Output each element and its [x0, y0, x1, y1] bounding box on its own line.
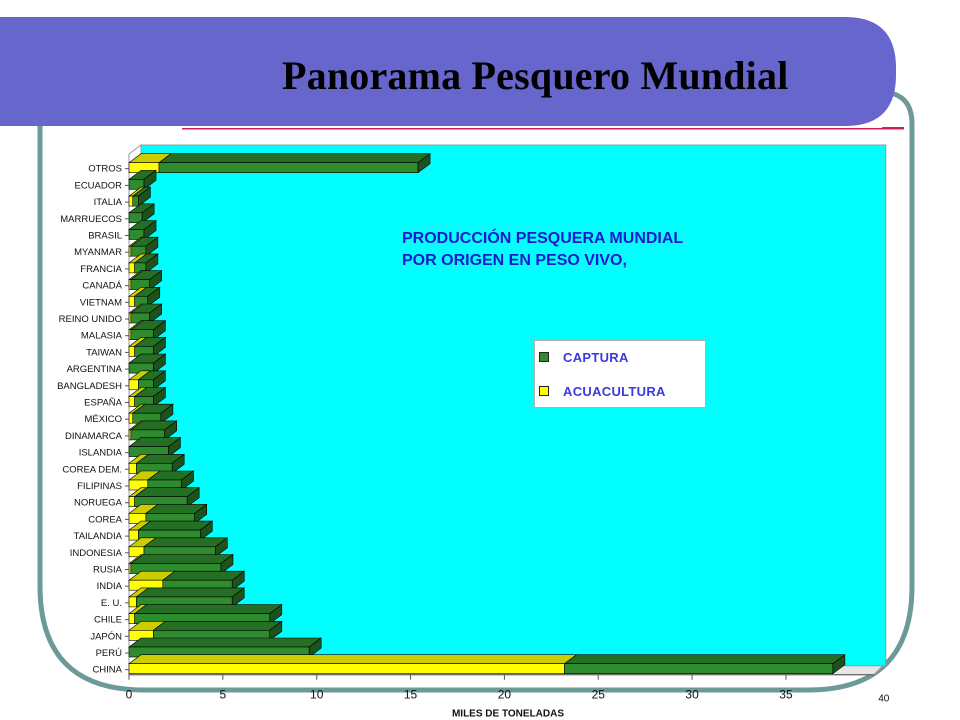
category-label: CHILE: [94, 615, 122, 626]
category-label: TAIWAN: [86, 347, 122, 358]
legend-swatch-captura: [539, 352, 549, 362]
bar-malasia-captura: [129, 320, 167, 341]
category-label: JAPÓN: [90, 631, 122, 642]
bar-tailandia-captura: [137, 520, 214, 541]
bar-ecuador-captura: [128, 169, 157, 190]
category-label: COREA DEM.: [62, 464, 122, 475]
category-label: CHINA: [92, 665, 122, 676]
category-label: INDIA: [97, 581, 123, 592]
bar-jap-n-captura: [152, 620, 283, 641]
category-label: RUSIA: [93, 565, 123, 576]
x-tick-label: 30: [685, 688, 699, 702]
category-label: BANGLADESH: [57, 381, 122, 392]
category-label: OTROS: [88, 164, 122, 175]
page-title: Panorama Pesquero Mundial: [282, 53, 789, 98]
bar-otros-captura: [158, 153, 431, 174]
category-label: ARGENTINA: [67, 364, 123, 375]
bar-china-acuacultura: [128, 654, 578, 675]
bar-brasil-captura: [128, 219, 157, 241]
x-tick-label: 10: [310, 688, 324, 702]
plot-back-wall: [140, 144, 887, 667]
bar-m-xico-captura: [131, 403, 174, 424]
bar-filipinas-captura: [146, 470, 195, 491]
category-label: PERÚ: [96, 648, 123, 659]
category-label: ITALIA: [94, 197, 123, 208]
bar-canad-captura: [129, 270, 163, 291]
x-tick-label: 40: [878, 694, 890, 705]
x-tick-label: 35: [779, 688, 793, 702]
chart-legend: CAPTURA ACUACULTURA: [534, 340, 706, 408]
category-label: ISLANDIA: [79, 448, 123, 459]
category-label: REINO UNIDO: [59, 314, 122, 325]
legend-item-captura: CAPTURA: [539, 348, 629, 366]
bar-francia-captura: [133, 253, 159, 274]
category-label: INDONESIA: [70, 548, 123, 559]
legend-item-acuacultura: ACUACULTURA: [539, 382, 666, 400]
chart-heading: PRODUCCIÓN PESQUERA MUNDIAL POR ORIGEN E…: [402, 228, 822, 272]
category-label: ESPAÑA: [84, 398, 123, 409]
category-label: FILIPINAS: [77, 481, 122, 492]
bar-myanmar-captura: [129, 236, 159, 257]
bar-indonesia-captura: [143, 537, 229, 558]
bar-corea-captura: [144, 503, 208, 525]
x-axis-label: MILES DE TONELADAS: [452, 709, 564, 720]
bar-india-captura: [161, 570, 246, 591]
bar-argentina-captura: [128, 353, 167, 374]
category-label: COREA: [88, 514, 122, 525]
legend-label-acuacultura: ACUACULTURA: [563, 383, 666, 399]
bar-espa-a-captura: [133, 386, 167, 408]
bar-corea-dem-captura: [135, 453, 186, 474]
bar-chile-captura: [133, 603, 283, 625]
category-label: CANADÁ: [82, 281, 122, 292]
legend-swatch-acuacultura: [539, 386, 549, 396]
category-label: MALASIA: [81, 331, 123, 342]
category-label: MÉXICO: [85, 414, 122, 425]
x-tick-label: 25: [592, 688, 606, 702]
bar-bangladesh-captura: [137, 370, 167, 391]
category-label: FRANCIA: [80, 264, 122, 275]
bar-rusia-captura: [129, 553, 234, 575]
title-underline: [882, 127, 904, 130]
category-label: VIETNAM: [80, 297, 122, 308]
bar-marruecos-captura: [128, 203, 156, 224]
bar-indonesia-acuacultura: [128, 537, 157, 558]
category-label: ECUADOR: [74, 180, 122, 191]
bar-islandia-captura: [128, 437, 182, 458]
x-tick-label: 0: [126, 688, 133, 702]
category-label: BRASIL: [88, 231, 122, 242]
category-label: E. U.: [101, 598, 122, 609]
category-label: TAILANDIA: [74, 531, 123, 542]
category-label: MARRUECOS: [60, 214, 122, 225]
bar-chart: OTROS ECUADOR ITALIA MARRUECOS BRASIL MYANMAR…: [57, 144, 890, 720]
bar-per-captura: [128, 637, 323, 658]
bar-reino-unido-captura: [129, 303, 163, 324]
x-tick-label: 5: [220, 688, 227, 702]
category-label: DINAMARCA: [65, 431, 123, 442]
chart-heading-line-1: PRODUCCIÓN PESQUERA MUNDIAL: [402, 230, 684, 247]
category-label: NORUEGA: [74, 498, 123, 509]
bar-china-captura: [563, 654, 846, 675]
bar-noruega-captura: [133, 487, 201, 508]
legend-label-captura: CAPTURA: [563, 349, 629, 365]
bar-vietnam-captura: [133, 286, 161, 307]
bar-italia-captura: [131, 186, 152, 207]
x-tick-label: 15: [404, 688, 418, 702]
bar-e-u-captura: [135, 587, 246, 608]
bar-taiwan-captura: [133, 336, 167, 357]
title-underline-left: [182, 128, 882, 130]
x-tick-label: 20: [498, 688, 512, 702]
chart-heading-line-2: POR ORIGEN EN PESO VIVO,: [402, 252, 627, 269]
header-band: [0, 17, 896, 126]
category-label: MYANMAR: [74, 247, 122, 258]
bar-dinamarca-captura: [129, 420, 178, 441]
